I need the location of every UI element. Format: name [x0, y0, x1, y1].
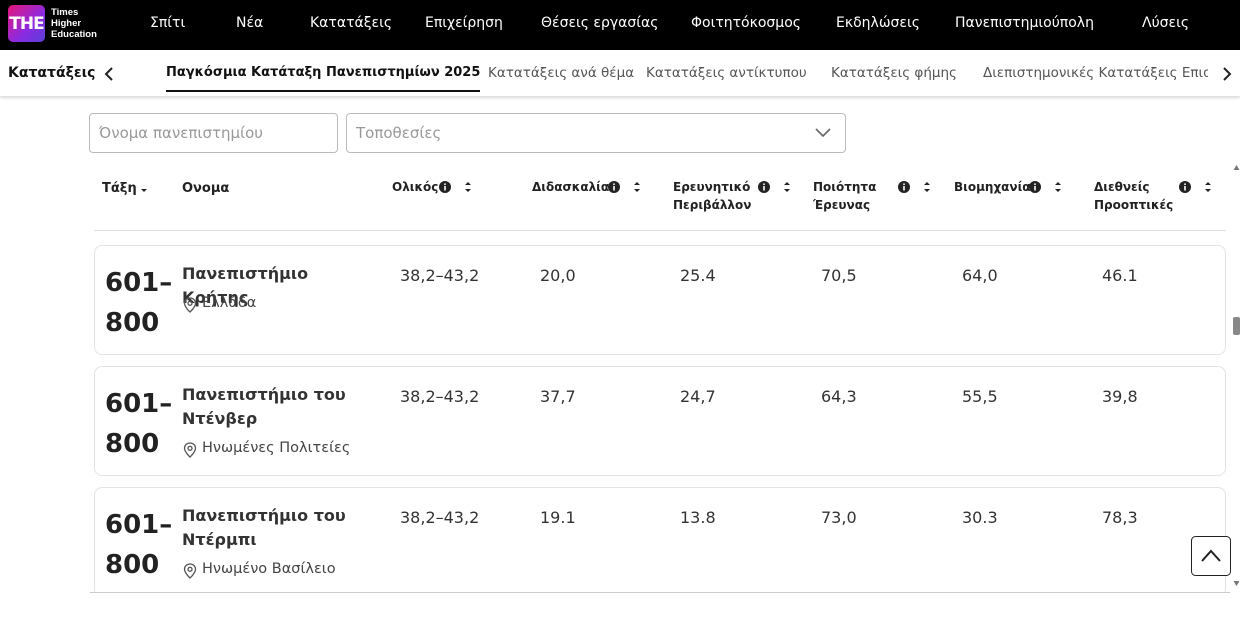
sub-nav: Κατατάξεις Παγκόσμια Κατάταξη Πανεπιστημ… [0, 50, 1240, 96]
table-body: 601–800Πανεπιστήμιο ΚρήτηςΕλλάδα38,2–43,… [90, 231, 1230, 593]
score: 73,0 [821, 508, 857, 527]
column-header[interactable]: Βιομηχανία [954, 178, 1031, 196]
score: 64,3 [821, 387, 857, 406]
country: Ηνωμένο Βασίλειο [182, 561, 336, 577]
sort-icon [783, 180, 791, 194]
sort-icon [633, 180, 641, 194]
scrollbar[interactable] [1233, 160, 1240, 590]
tab[interactable]: Κατατάξεις φήμης [831, 65, 957, 81]
sort-icon [464, 180, 472, 194]
university-row[interactable]: 601–800Πανεπιστήμιο ΚρήτηςΕλλάδα38,2–43,… [94, 245, 1226, 355]
score: 38,2–43,2 [400, 508, 479, 527]
score: 39,8 [1102, 387, 1138, 406]
rank: 601–800 [105, 384, 165, 464]
score: 30.3 [962, 508, 998, 527]
score: 24,7 [680, 387, 716, 406]
university-row[interactable]: 601–800 Πανεπιστήμιο του Ντένβερ Ηνωμένες … [94, 366, 1226, 476]
university-name[interactable]: Πανεπιστήμιο του Ντέρμπι [182, 504, 372, 552]
score: 70,5 [821, 266, 857, 285]
score: 13.8 [680, 508, 716, 527]
score: 38,2–43,2 [400, 387, 479, 406]
column-header[interactable]: Ολικός [392, 178, 438, 196]
prev-arrow[interactable] [102, 66, 116, 82]
logo-text[interactable]: Times Higher Education [51, 7, 97, 40]
logo-line: Education [51, 29, 97, 40]
score: 37,7 [540, 387, 576, 406]
rank: 601–800 [105, 263, 165, 343]
score: 20,0 [540, 266, 576, 285]
column-header[interactable]: Τάξη [102, 180, 137, 198]
location-select[interactable]: Τοποθεσίες [346, 113, 846, 153]
column-header[interactable]: Ερευνητικό Περιβάλλον [673, 178, 755, 214]
rank: 601–800 [105, 505, 165, 585]
score: 25.4 [680, 266, 716, 285]
logo-line: Higher [51, 18, 97, 29]
country: Ηνωμένες Πολιτείες [182, 440, 350, 456]
sort-icon [1054, 180, 1062, 194]
nav-link[interactable]: Σπίτι [150, 15, 185, 31]
chevron [814, 126, 832, 140]
nav-link[interactable]: Επιχείρηση [425, 15, 503, 31]
university-name[interactable]: Πανεπιστήμιο του Ντένβερ [182, 383, 372, 431]
nav-link[interactable]: Εκδηλώσεις [836, 15, 920, 31]
column-header[interactable]: Διεθνείς Προοπτικές [1094, 178, 1174, 214]
column-header[interactable]: Ονομα [182, 180, 229, 198]
score: 19.1 [540, 508, 576, 527]
name-search[interactable]: Όνομα πανεπιστημίου [89, 113, 338, 153]
info-icon [1029, 181, 1041, 193]
column-header[interactable]: Διδασκαλία [532, 178, 609, 196]
info-icon [608, 181, 620, 193]
score: 64,0 [962, 266, 998, 285]
info-icon [1179, 181, 1191, 193]
nav-link[interactable]: Κατατάξεις [310, 15, 392, 31]
sort-icon [140, 187, 148, 195]
nav-link[interactable]: Πανεπιστημιούπολη [955, 15, 1094, 31]
info-icon [758, 181, 770, 193]
nav-link[interactable]: Θέσεις εργασίας [541, 15, 658, 31]
university-row[interactable]: 601–800 Πανεπιστήμιο του Ντέρμπι Ηνωμένο Β… [94, 487, 1226, 593]
score: 55,5 [962, 387, 998, 406]
back-to-top[interactable] [1191, 536, 1231, 576]
score: 78,3 [1102, 508, 1138, 527]
nav-link[interactable]: Νέα [236, 15, 263, 31]
subnav-label[interactable]: Κατατάξεις [8, 65, 95, 81]
sort-icon [923, 180, 931, 194]
top-bar: THE Times Higher Education Σπίτι Νέα Κατατ… [0, 0, 1240, 50]
score: 38,2–43,2 [400, 266, 479, 285]
sort-icon [1204, 180, 1212, 194]
next-arrow[interactable] [1220, 66, 1234, 82]
tab[interactable]: Κατατάξεις αντίκτυπου [646, 65, 807, 81]
tab-active[interactable]: Παγκόσμια Κατάταξη Πανεπιστημίων 2025 [166, 65, 480, 92]
info-icon [439, 181, 451, 193]
score: 46.1 [1102, 266, 1138, 285]
country: Ελλάδα [182, 295, 256, 311]
nav-link[interactable]: Φοιτητόκοσμος [691, 15, 801, 31]
column-header[interactable]: Ποιότητα Έρευνας [813, 178, 885, 214]
tab[interactable]: Κατατάξεις ανά θέμα [488, 65, 634, 81]
nav-link[interactable]: Λύσεις [1142, 15, 1189, 31]
info-icon [898, 181, 910, 193]
tab[interactable]: Διεπιστημονικές Κατατάξεις Επιστ [983, 65, 1208, 81]
logo-line: Times [51, 7, 97, 18]
logo[interactable]: THE [8, 5, 45, 42]
